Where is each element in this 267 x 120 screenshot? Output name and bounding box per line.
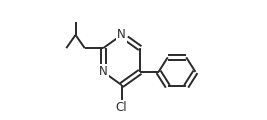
Text: Cl: Cl bbox=[116, 101, 127, 114]
Text: N: N bbox=[117, 28, 126, 41]
Text: N: N bbox=[99, 65, 108, 78]
